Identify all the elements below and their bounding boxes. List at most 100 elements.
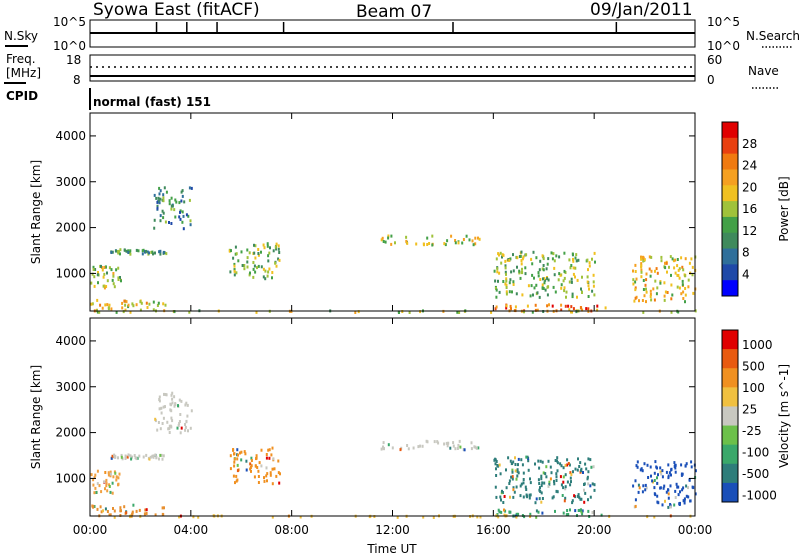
echo-cell <box>255 310 258 314</box>
echo-cell <box>124 457 127 460</box>
colorbar-swatch <box>722 463 738 484</box>
echo-cell <box>542 268 545 272</box>
echo-cell <box>275 264 278 268</box>
echo-cell <box>548 483 551 486</box>
echo-cell <box>564 473 567 477</box>
echo-cell <box>547 278 550 282</box>
echo-cell <box>277 257 280 261</box>
echo-cell <box>391 446 394 450</box>
echo-cell <box>170 409 173 413</box>
echo-cell <box>111 250 114 254</box>
echo-cell <box>576 278 579 282</box>
echo-cell <box>682 297 685 300</box>
echo-cell <box>135 248 138 252</box>
echo-cell <box>563 276 566 280</box>
cpid-label: CPID <box>6 89 38 103</box>
colorbar-swatch <box>722 444 738 465</box>
echo-cell <box>507 456 510 460</box>
echo-cell <box>523 515 526 519</box>
echo-cell <box>159 189 162 193</box>
echo-cell <box>592 465 595 469</box>
echo-cell <box>504 259 507 263</box>
echo-cell <box>677 493 680 497</box>
echo-cell <box>580 469 582 473</box>
echo-cell <box>473 445 476 449</box>
echo-cell <box>179 413 182 416</box>
echo-cell <box>645 272 648 276</box>
echo-cell <box>532 293 534 297</box>
echo-cell <box>502 253 505 257</box>
nsearch-tick-top: 10^5 <box>707 15 740 29</box>
echo-cell <box>659 466 662 470</box>
echo-cell <box>269 471 272 475</box>
echo-cell <box>495 467 497 471</box>
echo-cell <box>178 422 181 426</box>
echo-cell <box>137 249 140 253</box>
echo-cell <box>527 468 530 472</box>
echo-cell <box>592 284 595 288</box>
echo-cell <box>494 458 497 462</box>
echo-cell <box>96 482 99 486</box>
echo-cell <box>188 186 191 190</box>
echo-cell <box>159 427 162 431</box>
echo-cell <box>176 426 179 430</box>
echo-cell <box>110 307 113 311</box>
echo-cell <box>574 467 577 471</box>
echo-cell <box>105 285 108 288</box>
echo-cell <box>114 455 117 459</box>
echo-cell <box>659 470 662 474</box>
echo-cell <box>154 453 157 457</box>
echo-cell <box>357 310 360 314</box>
y-axis-label: Slant Range [km] <box>29 160 43 264</box>
echo-cell <box>537 274 540 278</box>
echo-cell <box>495 257 498 261</box>
echo-cell <box>586 275 589 279</box>
echo-cell <box>162 454 165 458</box>
echo-cell <box>454 241 457 245</box>
echo-cell <box>163 506 165 510</box>
echo-cell <box>571 499 574 503</box>
echo-cell <box>107 471 110 475</box>
echo-cell <box>640 262 643 266</box>
echo-cell <box>589 484 592 488</box>
echo-cell <box>575 310 578 314</box>
echo-cell <box>640 264 643 268</box>
echo-cell <box>117 456 119 460</box>
echo-cell <box>656 466 658 470</box>
echo-cell <box>173 395 176 399</box>
echo-cell <box>587 284 590 288</box>
colorbar-tick-label: 25 <box>742 403 757 417</box>
echo-cell <box>233 464 236 468</box>
echo-cell <box>694 469 697 473</box>
echo-cell <box>572 259 575 263</box>
echo-cell <box>505 279 508 283</box>
echo-cell <box>537 478 540 482</box>
echo-cell <box>119 276 121 279</box>
echo-cell <box>158 457 160 461</box>
echo-cell <box>673 465 676 468</box>
echo-cell <box>163 186 166 190</box>
echo-cell <box>581 275 583 279</box>
echo-cell <box>123 299 126 303</box>
echo-cell <box>175 200 178 204</box>
echo-cell <box>246 256 249 260</box>
echo-cell <box>656 476 658 480</box>
echo-cell <box>600 513 603 517</box>
echo-cell <box>586 280 589 284</box>
echo-cell <box>121 306 124 310</box>
echo-cell <box>505 290 508 294</box>
echo-cell <box>553 266 556 270</box>
echo-cell <box>129 454 132 458</box>
echo-cell <box>277 459 280 463</box>
echo-cell <box>166 420 169 424</box>
echo-cell <box>432 516 435 519</box>
echo-cell <box>452 444 455 448</box>
echo-cell <box>552 285 555 289</box>
echo-cell <box>519 276 522 280</box>
echo-cell <box>233 457 236 461</box>
echo-cell <box>654 269 656 273</box>
colorbar-swatch <box>722 406 738 427</box>
echo-cell <box>668 471 671 475</box>
echo-cell <box>505 304 508 308</box>
echo-cell <box>268 267 271 271</box>
